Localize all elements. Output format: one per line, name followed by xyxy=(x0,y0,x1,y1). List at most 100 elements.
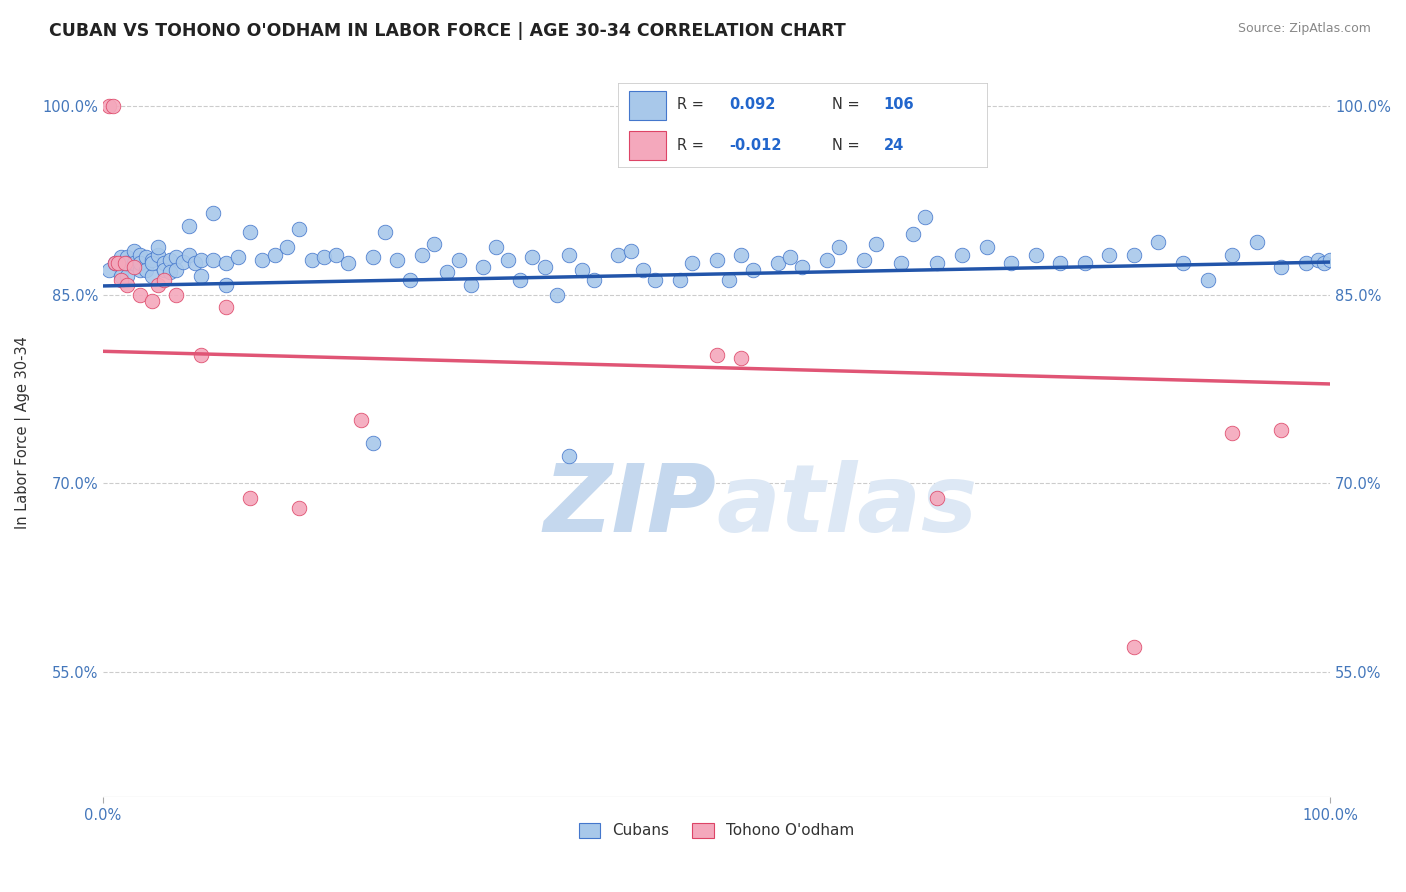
Point xyxy=(644,273,666,287)
Point xyxy=(460,277,482,292)
Point xyxy=(361,250,384,264)
Point xyxy=(172,255,194,269)
Point xyxy=(202,206,225,220)
Point xyxy=(98,99,121,113)
Point xyxy=(1147,235,1170,249)
Point xyxy=(122,256,145,270)
Point xyxy=(159,265,181,279)
Point xyxy=(852,252,875,267)
Point xyxy=(104,256,127,270)
Point xyxy=(166,262,188,277)
Point xyxy=(104,256,127,270)
Point xyxy=(159,252,181,267)
Point xyxy=(349,413,371,427)
Point xyxy=(252,252,274,267)
Point xyxy=(239,491,262,506)
Point xyxy=(1171,256,1194,270)
Point xyxy=(485,240,508,254)
Point xyxy=(730,351,752,365)
Point xyxy=(1049,256,1071,270)
Point xyxy=(620,244,643,258)
Point xyxy=(153,256,176,270)
Point xyxy=(98,262,121,277)
Point xyxy=(1122,247,1144,261)
Point xyxy=(423,237,446,252)
Point xyxy=(128,287,150,301)
Point xyxy=(631,262,654,277)
Point xyxy=(214,256,236,270)
Point xyxy=(135,250,157,264)
Text: CUBAN VS TOHONO O'ODHAM IN LABOR FORCE | AGE 30-34 CORRELATION CHART: CUBAN VS TOHONO O'ODHAM IN LABOR FORCE |… xyxy=(49,22,846,40)
Point xyxy=(141,293,163,308)
Point xyxy=(1074,256,1097,270)
Point xyxy=(1246,235,1268,249)
Point xyxy=(276,240,298,254)
Point xyxy=(128,256,150,270)
Point xyxy=(447,252,470,267)
Point xyxy=(122,244,145,258)
Point xyxy=(110,268,132,283)
Point xyxy=(214,301,236,315)
Point xyxy=(546,287,568,301)
Point xyxy=(387,252,409,267)
Point xyxy=(1220,425,1243,440)
Point xyxy=(146,240,169,254)
Point xyxy=(288,501,311,516)
Point xyxy=(411,247,433,261)
Point xyxy=(1319,252,1341,267)
Point xyxy=(337,256,360,270)
Point xyxy=(141,256,163,270)
Point xyxy=(730,247,752,261)
Point xyxy=(436,265,458,279)
Point xyxy=(325,247,347,261)
Point xyxy=(792,260,814,274)
Point xyxy=(976,240,998,254)
Point xyxy=(107,256,129,270)
Text: Source: ZipAtlas.com: Source: ZipAtlas.com xyxy=(1237,22,1371,36)
Point xyxy=(114,256,136,270)
Point xyxy=(1197,273,1219,287)
Point xyxy=(1220,247,1243,261)
Point xyxy=(177,219,200,233)
Point xyxy=(190,252,212,267)
Point xyxy=(110,250,132,264)
Point xyxy=(815,252,838,267)
Point xyxy=(114,256,136,270)
Point xyxy=(607,247,630,261)
Point xyxy=(1313,256,1336,270)
Point xyxy=(135,262,157,277)
Legend: Cubans, Tohono O'odham: Cubans, Tohono O'odham xyxy=(572,817,860,845)
Text: atlas: atlas xyxy=(717,460,977,552)
Point xyxy=(681,256,703,270)
Point xyxy=(312,250,335,264)
Point xyxy=(110,273,132,287)
Point xyxy=(1306,252,1329,267)
Point xyxy=(717,273,740,287)
Text: ZIP: ZIP xyxy=(544,460,717,552)
Point xyxy=(101,99,124,113)
Point xyxy=(533,260,555,274)
Point xyxy=(927,491,949,506)
Point xyxy=(146,277,169,292)
Point xyxy=(668,273,690,287)
Point xyxy=(184,256,207,270)
Point xyxy=(828,240,851,254)
Point xyxy=(301,252,323,267)
Point xyxy=(1098,247,1121,261)
Point xyxy=(1122,640,1144,654)
Point xyxy=(361,436,384,450)
Point xyxy=(288,222,311,236)
Point xyxy=(901,227,924,242)
Point xyxy=(706,252,728,267)
Point xyxy=(177,247,200,261)
Point xyxy=(117,268,139,283)
Point xyxy=(214,277,236,292)
Point xyxy=(117,256,139,270)
Point xyxy=(117,277,139,292)
Point xyxy=(1000,256,1022,270)
Point xyxy=(122,260,145,274)
Point xyxy=(742,262,765,277)
Point xyxy=(1295,256,1317,270)
Point xyxy=(117,250,139,264)
Point xyxy=(950,247,973,261)
